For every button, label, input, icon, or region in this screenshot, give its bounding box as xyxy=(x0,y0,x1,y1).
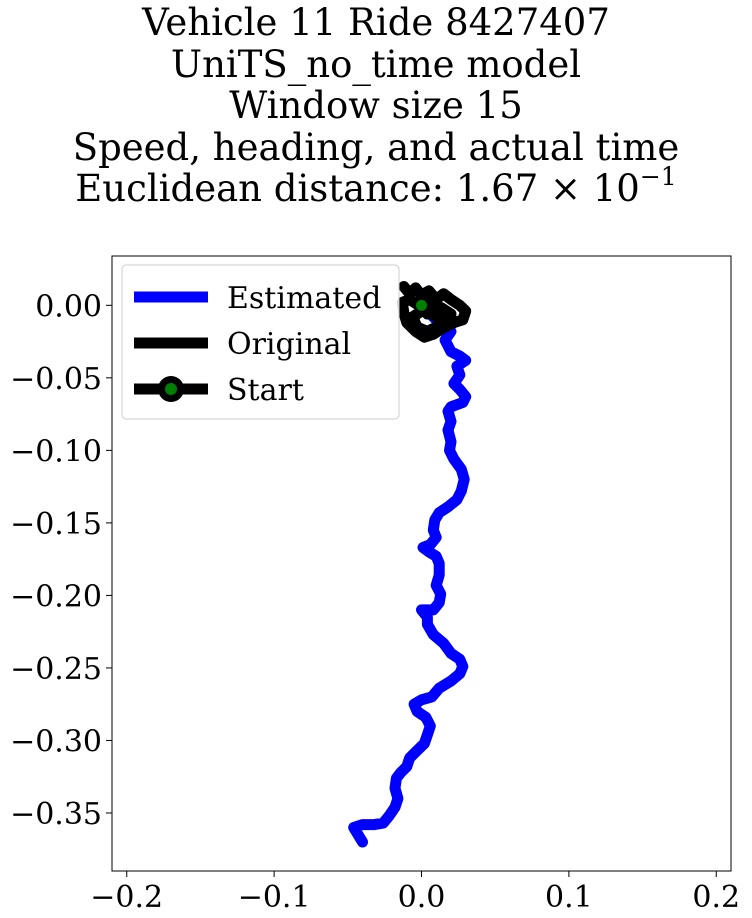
title-line-4: Speed, heading, and actual time xyxy=(72,125,680,169)
legend-start-marker-face xyxy=(165,383,177,395)
y-tick-label: −0.10 xyxy=(10,434,102,469)
chart-title: Vehicle 11 Ride 8427407 UniTS_no_time mo… xyxy=(0,2,752,214)
y-tick-label: −0.15 xyxy=(10,507,102,542)
x-tick-label: −0.2 xyxy=(90,880,163,915)
legend-label-start: Start xyxy=(227,373,304,408)
legend-label-estimated: Estimated xyxy=(227,281,381,316)
x-tick-label: 0.1 xyxy=(545,880,593,915)
series-layer xyxy=(348,281,472,848)
x-tick-label: 0.2 xyxy=(692,880,740,915)
x-tick-label: −0.1 xyxy=(238,880,311,915)
y-tick-label: −0.20 xyxy=(10,579,102,614)
legend: Estimated Original Start xyxy=(121,264,400,420)
ticks-layer: −0.2 −0.1 0.0 0.1 0.2 0.00 −0.05 −0.10 −0.15 −0.2… xyxy=(10,289,740,915)
series-line-original xyxy=(396,281,472,343)
legend-box xyxy=(121,264,400,420)
legend-label-original: Original xyxy=(227,327,351,362)
y-tick-label: −0.05 xyxy=(10,362,102,397)
distance-line: Euclidean distance: 1.67 × 10−1 xyxy=(0,162,752,214)
title-line-2: UniTS_no_time model xyxy=(170,42,582,86)
title-line-3: Window size 15 xyxy=(229,84,523,127)
distance-exponent: −1 xyxy=(639,162,677,191)
title-line-1: Vehicle 11 Ride 8427407 xyxy=(142,1,610,44)
y-tick-label: 0.00 xyxy=(35,289,102,324)
x-tick-label: 0.0 xyxy=(398,880,446,915)
y-tick-label: −0.35 xyxy=(10,797,102,832)
y-tick-label: −0.25 xyxy=(10,652,102,687)
series-line-estimated xyxy=(348,299,472,848)
distance-text: Euclidean distance: 1.67 × 10 xyxy=(75,167,640,210)
y-tick-label: −0.30 xyxy=(10,724,102,759)
start-marker xyxy=(414,297,429,313)
